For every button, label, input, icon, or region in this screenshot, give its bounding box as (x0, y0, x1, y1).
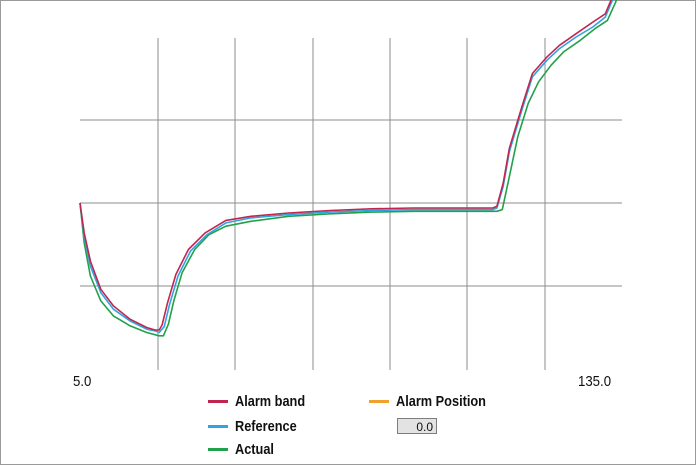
legend-label-alarm-band: Alarm band (235, 393, 306, 410)
legend-item-actual: Actual (208, 441, 281, 458)
series-line-actual (79, 0, 618, 337)
grid-lines (80, 38, 622, 370)
series-lines (79, 0, 618, 337)
legend-swatch-actual (208, 448, 228, 451)
legend-label-alarm-position: Alarm Position (396, 393, 486, 410)
legend-item-reference: Reference (208, 418, 308, 435)
alarm-position-value-field[interactable]: 0.0 (397, 418, 437, 434)
legend-swatch-alarm-band (208, 400, 228, 403)
x-tick-label-max: 135.0 (578, 373, 612, 390)
legend-label-actual: Actual (235, 441, 274, 458)
x-tick-label-min: 5.0 (73, 373, 92, 390)
series-line-alarm-band (79, 0, 612, 331)
legend-swatch-alarm-position (369, 400, 389, 403)
series-line-reference (79, 0, 614, 334)
legend-item-alarm-position: Alarm Position (369, 393, 502, 410)
legend-item-alarm-band: Alarm band (208, 393, 318, 410)
legend-label-reference: Reference (235, 418, 297, 435)
legend-swatch-reference (208, 425, 228, 428)
